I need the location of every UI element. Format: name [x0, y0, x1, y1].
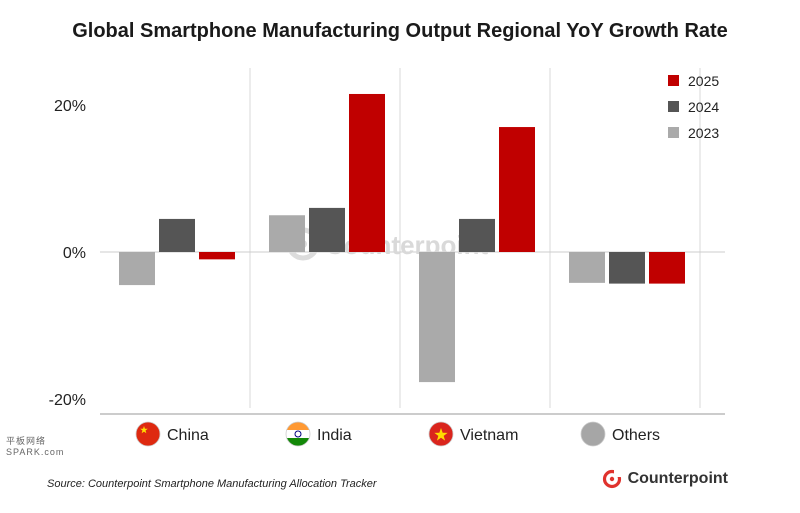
india-flag-icon — [285, 421, 311, 447]
legend-swatch-2023 — [668, 127, 679, 138]
category-label-india: India — [317, 427, 352, 444]
bar-india-2023 — [269, 215, 305, 252]
chart-title: Global Smartphone Manufacturing Output R… — [72, 20, 728, 42]
legend-label-2024: 2024 — [688, 99, 719, 115]
bar-vietnam-2023 — [419, 252, 455, 383]
side-watermark-line: 平板网络 — [6, 436, 47, 446]
legend-label-2023: 2023 — [688, 125, 719, 141]
grey-circle-icon — [580, 421, 606, 447]
legend: 2025 2024 2023 — [668, 73, 719, 141]
category-label-china: China — [167, 427, 209, 444]
side-watermark: 平板网络 SPARK.com — [6, 436, 64, 458]
legend-label-2025: 2025 — [688, 73, 719, 89]
brand-name: Counterpoint — [627, 470, 728, 487]
source-note: Source: Counterpoint Smartphone Manufact… — [47, 478, 377, 490]
y-axis: 20% 0% -20% — [49, 98, 86, 409]
bar-others-2025 — [649, 252, 685, 284]
bar-india-2024 — [309, 207, 345, 252]
side-watermark-line: SPARK.com — [6, 447, 65, 457]
category-label-vietnam: Vietnam — [460, 427, 518, 444]
y-tick-label: 0% — [63, 245, 86, 262]
bar-china-2025 — [199, 252, 235, 260]
counterpoint-logo-icon — [602, 469, 621, 489]
bar-vietnam-2025 — [499, 127, 535, 252]
brand-logo: Counterpoint — [602, 469, 728, 489]
vietnam-flag-icon — [428, 421, 454, 447]
china-flag-icon — [135, 421, 161, 447]
bar-china-2023 — [119, 252, 155, 286]
category-label-others: Others — [612, 427, 660, 444]
bar-china-2024 — [159, 218, 195, 252]
bar-others-2024 — [609, 252, 645, 284]
y-tick-label: -20% — [49, 392, 86, 409]
legend-swatch-2025 — [668, 75, 679, 86]
bars — [119, 93, 685, 383]
legend-swatch-2024 — [668, 101, 679, 112]
bar-vietnam-2024 — [459, 218, 495, 252]
category-axis: China India Vietnam Others — [135, 421, 660, 447]
bar-others-2023 — [569, 252, 605, 283]
y-tick-label: 20% — [54, 98, 86, 115]
bar-india-2025 — [349, 93, 385, 252]
